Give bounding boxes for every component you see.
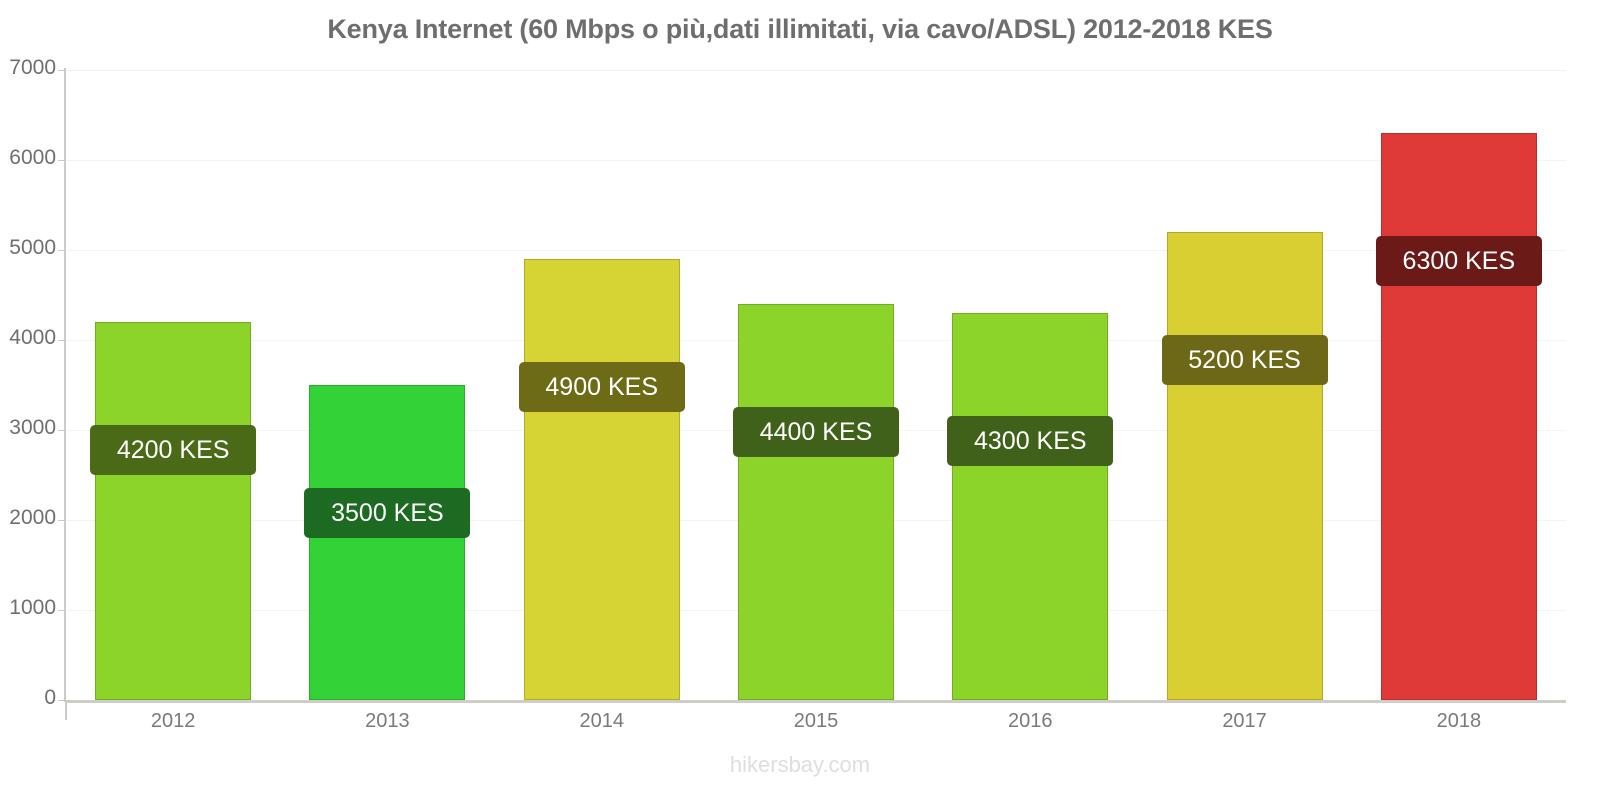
x-axis-tick-label: 2012 [150,710,196,732]
bar-value-label: 4900 KES [518,362,685,412]
x-axis-origin-tick [65,700,67,720]
bar[interactable] [1166,232,1323,700]
bar[interactable] [1380,133,1537,700]
chart-title: Kenya Internet (60 Mbps o più,dati illim… [327,14,1273,44]
x-axis-tick-label: 2017 [1222,710,1267,732]
y-axis-tick-label: 6000 [9,146,56,169]
bar-value-label: 5200 KES [1161,335,1328,385]
y-axis-tick-label: 3000 [9,416,56,439]
x-axis-tick-label: 2014 [579,710,624,732]
y-axis-tick-mark [58,520,66,521]
bar[interactable] [738,304,894,700]
bar-value-label: 6300 KES [1375,236,1542,286]
gridline [66,160,1566,161]
y-axis-tick-label: 2000 [9,506,56,529]
y-axis-tick-mark [58,610,66,611]
footer-credit: hikersbay.com [729,752,871,777]
x-axis-tick-label: 2016 [1008,710,1053,732]
y-axis-tick-mark [58,700,66,701]
bar[interactable] [523,259,680,700]
x-axis-tick-label: 2018 [1436,710,1482,732]
y-axis-tick-label: 5000 [9,236,56,259]
bar-value-label: 4400 KES [733,407,899,457]
y-axis-tick-mark [58,250,66,251]
y-axis-line [64,68,66,702]
x-axis-tick-label: 2015 [793,710,839,732]
y-axis-tick-label: 4000 [9,326,56,349]
gridline [66,70,1566,71]
x-axis-tick-label: 2013 [365,710,410,732]
x-axis-line [66,700,1566,703]
bar-value-label: 4300 KES [947,416,1114,466]
y-axis-tick-mark [58,430,66,431]
y-axis-tick-label: 1000 [9,596,56,619]
bar-value-label: 4200 KES [90,425,257,475]
y-axis-tick-mark [58,340,66,341]
bar[interactable] [952,313,1109,700]
plot-area [66,70,1566,700]
bar-value-label: 3500 KES [304,488,471,538]
y-axis-tick-label: 0 [44,686,56,709]
gridline [66,250,1566,251]
bar[interactable] [309,385,466,700]
y-axis-tick-label: 7000 [9,56,56,79]
y-axis-tick-mark [58,70,66,71]
bar[interactable] [95,322,252,700]
y-axis-tick-mark [58,160,66,161]
